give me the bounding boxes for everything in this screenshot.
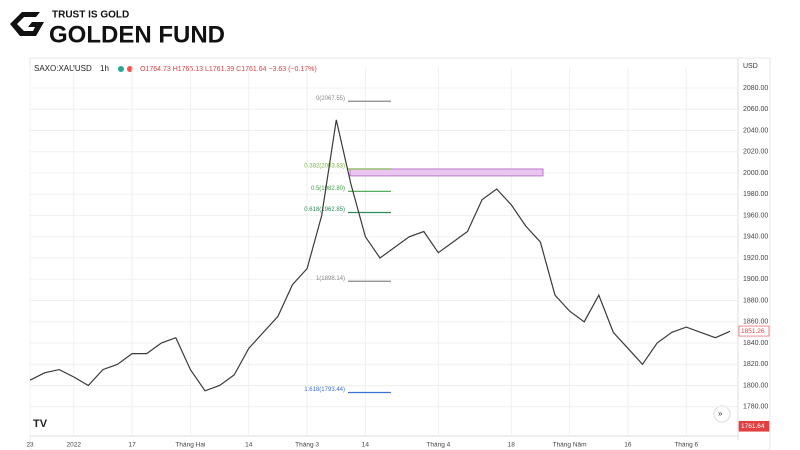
price-label-box — [738, 420, 770, 432]
fib-label: 0.618(1962.85) — [304, 207, 345, 213]
x-tick-label: Tháng 6 — [674, 442, 698, 449]
y-tick-label: 1900.00 — [743, 276, 768, 283]
price-label: 1761.64 — [741, 423, 765, 430]
x-tick-label: Tháng 3 — [295, 442, 319, 449]
y-tick-label: 1960.00 — [743, 212, 768, 219]
x-tick-label: Tháng 4 — [426, 442, 450, 449]
fib-label: 1(1898.14) — [316, 276, 345, 282]
x-tick-label: 23 — [26, 442, 34, 449]
logo-icon — [10, 12, 44, 36]
logo: TRUST IS GOLD GOLDEN FUND — [10, 10, 225, 48]
price-line — [29, 119, 731, 392]
chart-frame — [29, 57, 771, 450]
currency: USD — [743, 63, 758, 70]
scroll-icon[interactable]: » — [718, 409, 723, 418]
tv-logo: TV — [33, 418, 48, 430]
y-tick-label: 1840.00 — [743, 340, 768, 347]
x-tick-label: Tháng Năm — [553, 442, 587, 449]
y-tick-label: 1860.00 — [743, 319, 768, 326]
y-tick-label: 1820.00 — [743, 361, 768, 368]
interval: 1h — [100, 64, 109, 73]
fib-label: 0.5(1982.80) — [311, 186, 345, 192]
y-tick-label: 2080.00 — [743, 85, 768, 92]
y-tick-label: 1920.00 — [743, 255, 768, 262]
status-dot — [118, 66, 124, 72]
zone — [349, 168, 544, 177]
x-tick-label: Tháng Hai — [175, 442, 205, 449]
fib-label: 1.618(1793.44) — [304, 387, 345, 393]
symbol: SAXO:XAUUSD — [34, 64, 92, 73]
status-dot — [127, 66, 133, 72]
logo-tagline: TRUST IS GOLD — [52, 10, 129, 21]
x-tick-label: 14 — [362, 442, 370, 449]
x-tick-label: 2022 — [67, 442, 82, 449]
x-tick-label: 16 — [624, 442, 632, 449]
y-tick-label: 2040.00 — [743, 127, 768, 134]
price-label-box — [738, 325, 770, 337]
y-tick-label: 2000.00 — [743, 170, 768, 177]
y-tick-label: 1980.00 — [743, 191, 768, 198]
y-tick-label: 1800.00 — [743, 382, 768, 389]
scroll-button[interactable] — [713, 405, 731, 423]
y-tick-label: 2060.00 — [743, 106, 768, 113]
price-label: 1851.26 — [741, 328, 765, 335]
ohlc: O1764.73 H1765.13 L1761.39 C1761.64 −3.6… — [140, 66, 317, 73]
y-tick-label: 1880.00 — [743, 297, 768, 304]
logo-name: GOLDEN FUND — [49, 21, 225, 48]
y-tick-label: 1940.00 — [743, 234, 768, 241]
fib-label: 0(2067.55) — [316, 96, 345, 102]
x-tick-label: 14 — [245, 442, 253, 449]
x-tick-label: 18 — [508, 442, 516, 449]
y-tick-label: 2020.00 — [743, 149, 768, 156]
x-tick-label: 17 — [128, 442, 136, 449]
y-tick-label: 1780.00 — [743, 404, 768, 411]
fib-label: 0.382(2003.83) — [304, 164, 345, 170]
